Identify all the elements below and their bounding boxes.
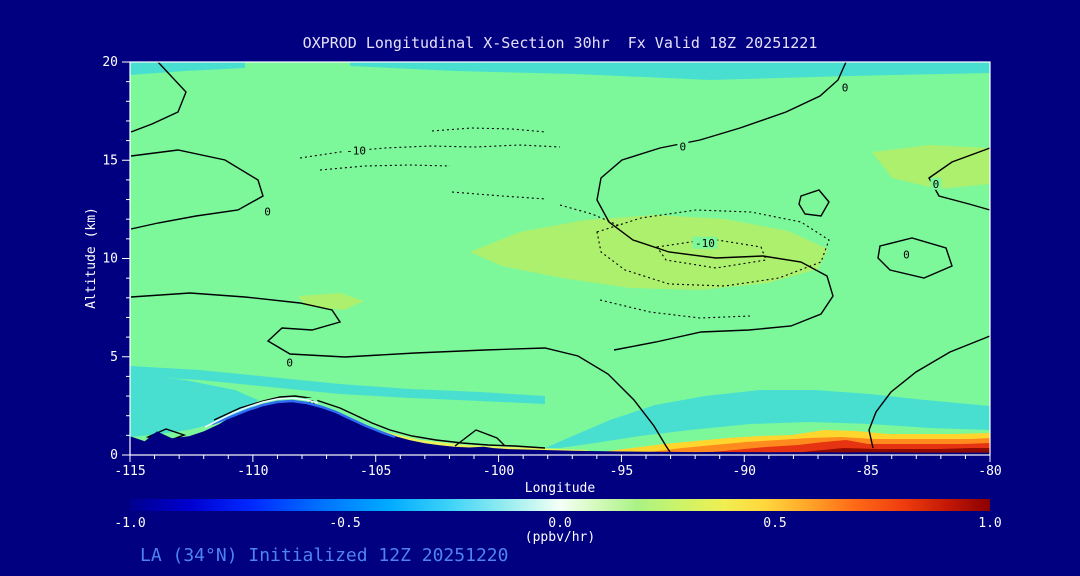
mountain-rim-white-line bbox=[204, 397, 319, 428]
cyan-lower-left-blob bbox=[130, 374, 258, 437]
chart-title: OXPROD Longitudinal X-Section 30hr Fx Va… bbox=[303, 34, 818, 52]
contour-label-mask bbox=[839, 81, 851, 94]
contour-label-mask bbox=[343, 144, 369, 157]
yellowgreen-right-edge-band bbox=[872, 145, 990, 189]
zero-contour-line bbox=[868, 335, 991, 449]
dotted-contour-line bbox=[431, 127, 547, 133]
colorbar-gradient-bar bbox=[130, 499, 990, 511]
contour-label: 0 bbox=[933, 178, 940, 191]
cyan-top-strip-right bbox=[350, 62, 990, 80]
dotted-contour-loop bbox=[596, 209, 830, 287]
x-axis-label: Longitude bbox=[525, 481, 596, 496]
contour-label: -10 bbox=[695, 237, 715, 250]
zero-contour-line bbox=[130, 292, 671, 453]
colorbar-tick-label: 0.0 bbox=[548, 516, 571, 531]
contour-label: 0 bbox=[680, 140, 687, 153]
terrain-silhouette bbox=[130, 401, 990, 457]
contour-label-mask bbox=[930, 177, 942, 190]
x-tick-label: -105 bbox=[360, 464, 391, 479]
y-tick-label: 0 bbox=[110, 448, 118, 463]
contour-label-mask bbox=[284, 356, 296, 369]
contour-label-mask bbox=[262, 205, 274, 218]
y-tick-label: 15 bbox=[102, 153, 118, 168]
dotted-contour-line bbox=[299, 144, 561, 159]
terrain bbox=[130, 397, 990, 457]
y-tick-label: 20 bbox=[102, 55, 118, 70]
colorbar-tick-label: 1.0 bbox=[978, 516, 1001, 531]
colorbar-tick-label: -1.0 bbox=[114, 516, 145, 531]
colorbar-units-label: (ppbv/hr) bbox=[525, 530, 595, 545]
colorbar: -1.0 -0.5 0.0 0.5 1.0 (ppbv/hr) bbox=[114, 499, 1002, 545]
x-tick-label: -95 bbox=[610, 464, 633, 479]
cyan-lower-right-band bbox=[545, 390, 990, 448]
zero-contour-small-loop bbox=[798, 189, 830, 217]
x-tick-label: -90 bbox=[733, 464, 756, 479]
cyan-top-strip-left bbox=[130, 62, 245, 75]
dotted-contour-line bbox=[451, 191, 547, 200]
mountain-rim-blue-line bbox=[211, 399, 396, 439]
dotted-contour-line bbox=[559, 204, 621, 227]
zero-contour-line bbox=[596, 61, 847, 351]
zero-contour-small-bump bbox=[454, 429, 506, 447]
zero-contour-line bbox=[130, 61, 187, 133]
solid-contours bbox=[130, 61, 991, 453]
contour-label: 0 bbox=[264, 205, 271, 218]
colorbar-tick-labels: -1.0 -0.5 0.0 0.5 1.0 bbox=[114, 516, 1001, 531]
y-axis-label: Altitude (km) bbox=[84, 207, 99, 309]
footer-annotation: LA (34°N) Initialized 12Z 20251220 bbox=[140, 545, 508, 566]
dotted-contour-line bbox=[599, 299, 751, 319]
contour-label-mask bbox=[692, 236, 718, 249]
contour-label-mask bbox=[900, 248, 912, 261]
colorbar-tick-label: -0.5 bbox=[329, 516, 360, 531]
x-tick-label: -85 bbox=[855, 464, 878, 479]
y-tick-label: 10 bbox=[102, 252, 118, 267]
colorbar-tick-label: 0.5 bbox=[763, 516, 786, 531]
contour-label: 0 bbox=[286, 357, 293, 370]
dotted-contour-line bbox=[319, 164, 451, 171]
contour-label: -10 bbox=[346, 144, 366, 157]
y-tick-label: 5 bbox=[110, 350, 118, 365]
dotted-contour-inner-loop bbox=[656, 238, 767, 269]
cyan-mid-wave bbox=[130, 366, 545, 404]
dotted-contours bbox=[299, 127, 830, 319]
zero-contour-line bbox=[130, 149, 264, 230]
x-tick-label: -110 bbox=[237, 464, 268, 479]
fill-regions bbox=[130, 62, 990, 455]
contour-label: 0 bbox=[903, 249, 910, 262]
x-tick-label: -80 bbox=[978, 464, 1001, 479]
x-tick-label: -115 bbox=[114, 464, 145, 479]
contour-label-mask bbox=[677, 140, 689, 153]
contour-label: 0 bbox=[842, 82, 849, 95]
x-tick-label: -100 bbox=[483, 464, 514, 479]
zero-contour-terrain-hug bbox=[213, 395, 546, 449]
yellowgreen-center-blob bbox=[470, 215, 828, 290]
zero-contour-loop bbox=[877, 237, 953, 279]
